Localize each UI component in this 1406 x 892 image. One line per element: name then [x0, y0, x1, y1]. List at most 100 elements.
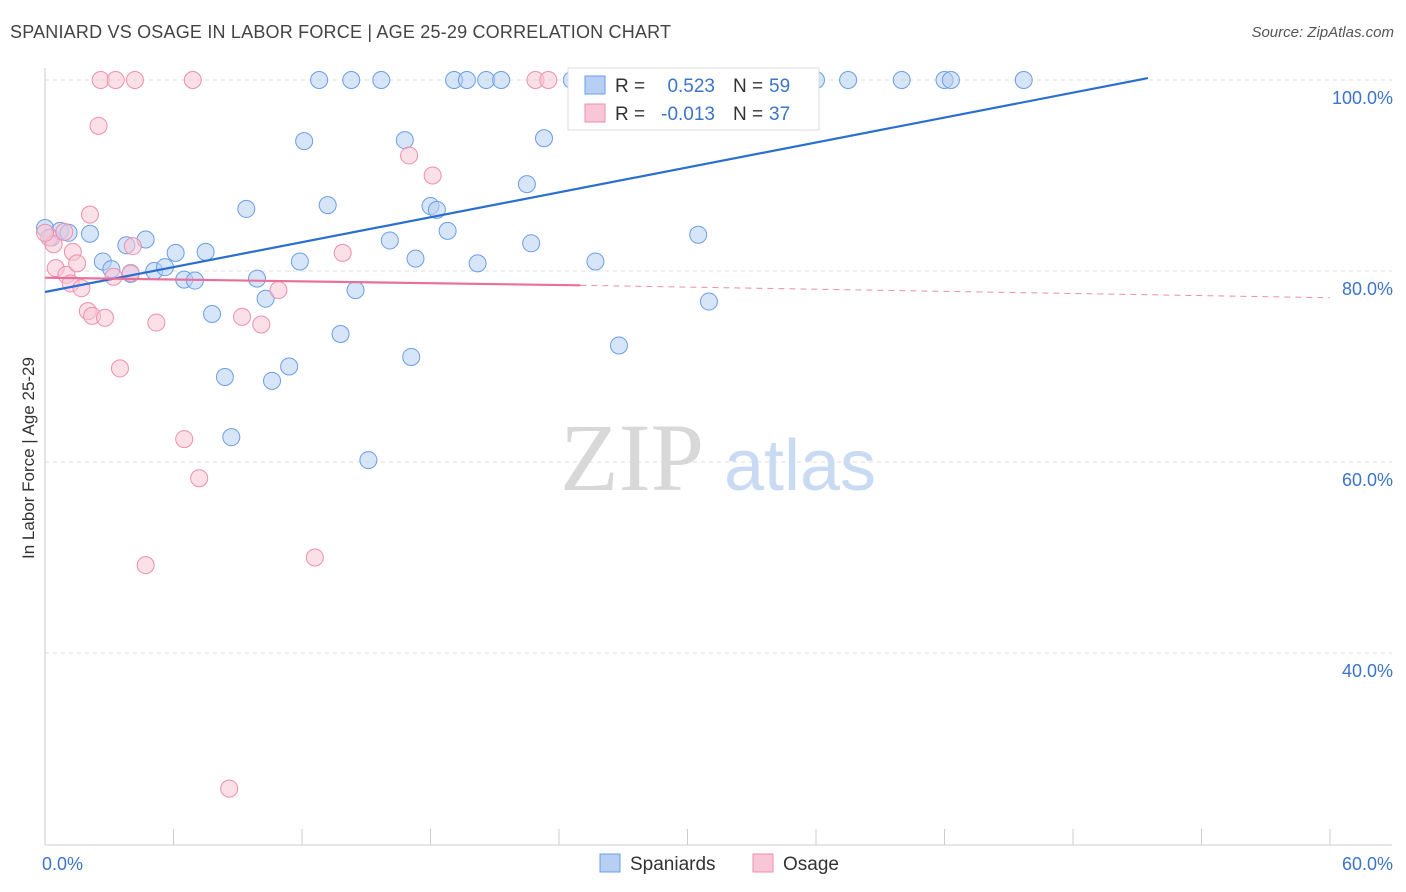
spaniards-point — [941, 71, 960, 89]
spaniards-point — [535, 129, 554, 148]
osage-point — [423, 166, 442, 185]
osage-point — [333, 243, 352, 262]
osage-trend-extension — [580, 284, 1331, 299]
stats-legend-box — [567, 67, 820, 131]
stats-swatch — [584, 103, 606, 123]
x-tick-label-right: 60.0% — [1342, 854, 1393, 874]
stats-swatch — [584, 75, 606, 95]
spaniards-point — [318, 196, 337, 215]
stats-legend: R = 0.523 N = 59 R = -0.013 N = 37 — [567, 67, 820, 131]
spaniards-point — [331, 325, 350, 344]
spaniards-point — [80, 224, 99, 243]
legend-swatch-spaniards — [599, 853, 621, 873]
spaniards-point — [290, 252, 309, 271]
osage-point — [183, 71, 202, 89]
data-points — [36, 71, 1033, 798]
spaniards-point — [203, 304, 222, 323]
osage-point — [269, 281, 288, 300]
osage-point — [220, 779, 239, 798]
spaniards-point — [522, 234, 541, 253]
osage-point — [36, 223, 54, 242]
osage-point — [106, 71, 125, 89]
spaniards-trend-line — [44, 77, 1149, 294]
spaniards-point — [402, 347, 421, 366]
spaniards-point — [892, 71, 911, 89]
stats-r-label: R = — [615, 104, 645, 125]
watermark: ZIP atlas — [560, 404, 876, 511]
osage-point — [305, 548, 324, 567]
osage-point — [233, 307, 252, 326]
spaniards-point — [256, 289, 275, 308]
spaniards-point — [280, 357, 299, 376]
y-tick-label: 80.0% — [1342, 279, 1393, 299]
spaniards-point — [166, 243, 185, 262]
spaniards-point — [468, 254, 487, 273]
spaniards-point — [237, 199, 256, 218]
spaniards-point — [359, 451, 378, 470]
stats-n-value: 37 — [769, 104, 790, 125]
y-axis-label: In Labor Force | Age 25-29 — [19, 357, 38, 559]
spaniards-point — [310, 71, 329, 89]
spaniards-point — [248, 269, 267, 288]
stats-r-label: R = — [615, 76, 645, 97]
osage-point — [89, 116, 108, 135]
watermark-zip: ZIP — [560, 404, 704, 511]
stats-n-label: N = — [733, 76, 763, 97]
watermark-atlas: atlas — [724, 426, 876, 506]
source-label: Source: ZipAtlas.com — [1251, 24, 1394, 41]
spaniards-point — [196, 242, 215, 261]
spaniards-point — [689, 225, 708, 244]
osage-point — [91, 71, 110, 89]
spaniards-point — [263, 371, 282, 390]
stats-r-value: 0.523 — [667, 76, 715, 97]
spaniards-point — [406, 249, 425, 268]
osage-point — [68, 254, 87, 273]
spaniards-point — [457, 71, 476, 89]
osage-point — [190, 469, 209, 488]
legend-label-spaniards: Spaniards — [630, 854, 716, 875]
stats-r-value: -0.013 — [661, 104, 715, 125]
spaniards-point — [438, 221, 457, 240]
osage-point — [55, 222, 74, 241]
osage-point — [95, 308, 114, 327]
spaniards-point — [395, 131, 414, 150]
stats-n-label: N = — [733, 104, 763, 125]
legend-swatch-osage — [752, 853, 774, 873]
spaniards-point — [477, 71, 496, 89]
stats-n-value: 59 — [769, 76, 790, 97]
y-tick-label: 40.0% — [1342, 661, 1393, 681]
spaniards-point — [1014, 71, 1033, 89]
osage-point — [539, 71, 558, 89]
spaniards-point — [609, 336, 628, 355]
spaniards-point — [215, 368, 234, 387]
spaniards-point — [839, 71, 858, 89]
osage-point — [123, 237, 142, 256]
trend-lines — [44, 77, 1331, 299]
osage-point — [147, 313, 166, 332]
grid-lines — [45, 79, 1392, 654]
osage-point — [136, 556, 155, 575]
tick-labels: 100.0% 80.0% 60.0% 40.0% 0.0% 60.0% — [42, 88, 1393, 874]
osage-point — [110, 359, 129, 378]
osage-point — [175, 430, 194, 449]
osage-point — [80, 205, 99, 224]
series-legend: Spaniards Osage — [599, 853, 839, 875]
spaniards-point — [372, 71, 391, 89]
spaniards-point — [586, 252, 605, 271]
spaniards-point — [380, 231, 399, 250]
legend-label-osage: Osage — [783, 854, 839, 875]
y-tick-label: 100.0% — [1332, 88, 1393, 108]
osage-trend-line — [44, 276, 581, 287]
spaniards-point — [342, 71, 361, 89]
x-tick-label-left: 0.0% — [42, 854, 83, 874]
osage-point — [252, 315, 271, 334]
osage-point — [72, 279, 91, 298]
y-tick-label: 60.0% — [1342, 470, 1393, 490]
spaniards-point — [295, 132, 314, 151]
axes — [44, 68, 1392, 846]
osage-point — [125, 71, 144, 89]
spaniards-point — [222, 428, 241, 447]
chart-title: SPANIARD VS OSAGE IN LABOR FORCE | AGE 2… — [10, 22, 672, 42]
spaniards-point — [517, 175, 536, 194]
